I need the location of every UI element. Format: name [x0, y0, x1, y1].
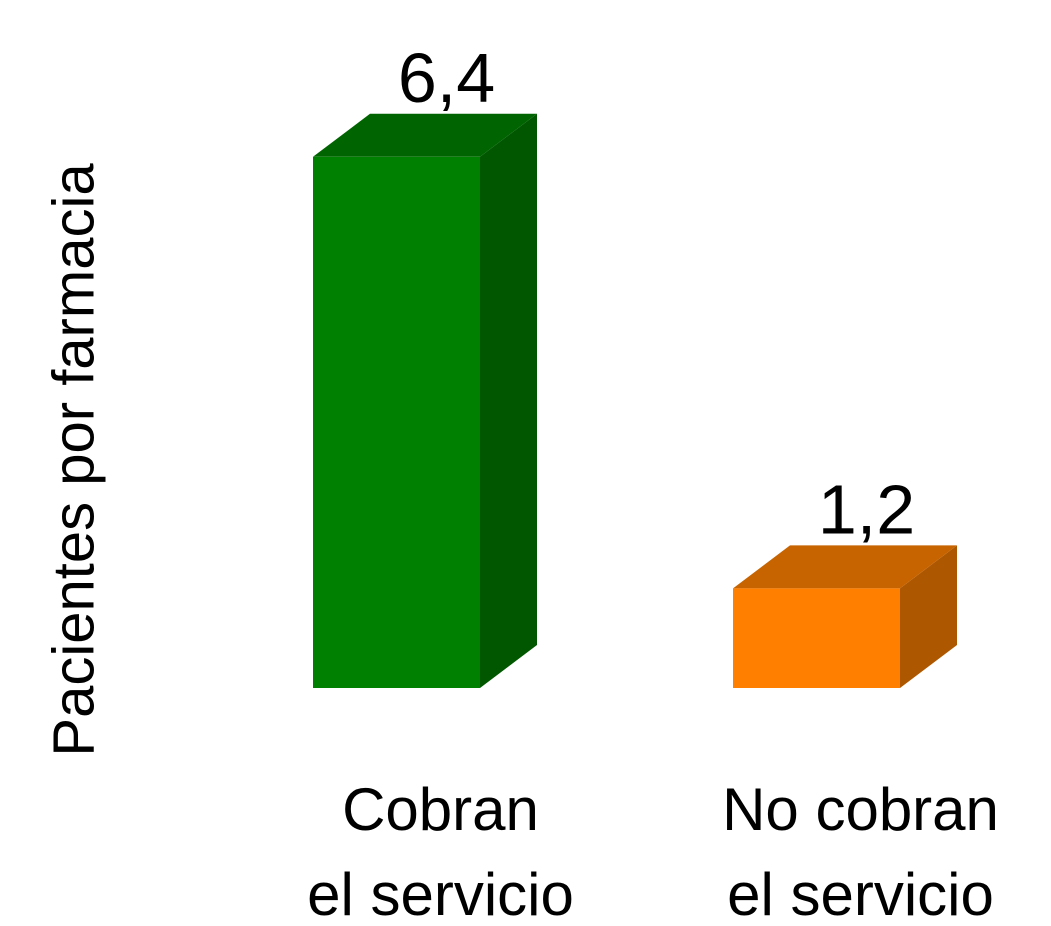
bar — [733, 588, 900, 688]
bar-top — [313, 113, 537, 157]
bar-side — [900, 545, 957, 688]
x-tick-label: Cobran — [342, 776, 539, 843]
bar — [313, 156, 480, 689]
data-label: 6,4 — [398, 39, 495, 117]
y-axis-label: Pacientes por farmacia — [41, 163, 106, 757]
x-tick-label: No cobran — [722, 776, 999, 843]
x-tick-label: el servicio — [727, 861, 994, 926]
data-label: 1,2 — [818, 470, 915, 548]
x-tick-label: el servicio — [307, 861, 574, 926]
bar-side — [480, 113, 537, 689]
bar-top — [733, 545, 957, 589]
